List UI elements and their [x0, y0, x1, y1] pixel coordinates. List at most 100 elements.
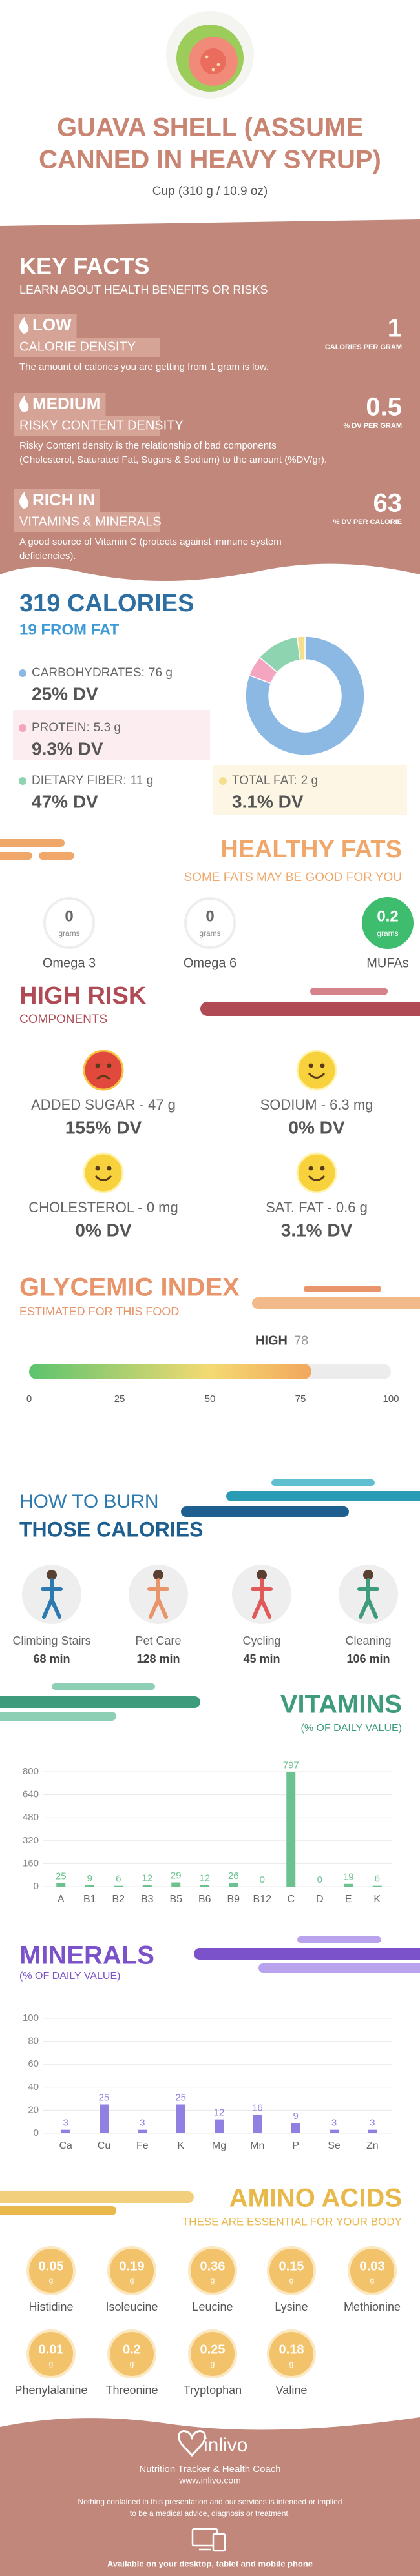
face-eye: [107, 1166, 112, 1171]
face-eye: [320, 1166, 325, 1171]
decor-stripes: [0, 2191, 194, 2215]
brand: inlivo: [204, 2435, 247, 2456]
nutrient-amount: 5.3 g: [94, 721, 121, 735]
bar: [61, 2129, 70, 2133]
value-label: 12: [199, 1872, 210, 1883]
face: [83, 1152, 124, 1193]
face-eye: [308, 1166, 313, 1171]
bar: [171, 1882, 181, 1887]
x-tick-label: Cu: [98, 2140, 110, 2151]
section-subtitle: (% OF DAILY VALUE): [301, 1723, 402, 1734]
legend-dot: [219, 777, 227, 785]
amino-unit: g: [211, 2276, 215, 2285]
protein-background: [13, 710, 210, 760]
url: www.inlivo.com: [178, 2475, 241, 2486]
x-tick-label: Zn: [366, 2140, 379, 2151]
amino-name: Phenylalanine: [14, 2384, 87, 2397]
fat-value: 0.2: [377, 908, 398, 925]
value-label: 25: [56, 1871, 67, 1881]
y-tick-label: 80: [28, 2036, 39, 2047]
bar: [114, 1885, 123, 1887]
section-title: HOW TO BURN: [19, 1491, 159, 1512]
fact-description: The amount of calories you are getting f…: [19, 361, 269, 372]
x-tick-label: B5: [169, 1894, 182, 1905]
footer-background: [0, 2417, 420, 2576]
value-label: 16: [252, 2102, 263, 2113]
amino-name: Valine: [276, 2384, 308, 2397]
amino-value: 0.36: [200, 2259, 226, 2273]
amino-circle: [188, 2329, 237, 2378]
disclaimer: Nothing contained in this presentation a…: [78, 2497, 342, 2506]
value-label: 3: [63, 2118, 68, 2129]
fact-value: 0.5: [366, 393, 402, 421]
level-icon: [19, 396, 29, 412]
decor-stripes: [181, 1479, 420, 1517]
x-tick-label: B12: [253, 1894, 272, 1905]
nutrient-name: PROTEIN:: [32, 721, 90, 735]
y-tick-label: 800: [23, 1766, 39, 1777]
fat-unit: grams: [199, 929, 220, 938]
x-tick-label: 0: [26, 1394, 32, 1405]
legend-dot: [19, 777, 26, 785]
glycemic-gauge: HIGH 78 0 25 50 75 100: [26, 1334, 399, 1405]
section-title: THOSE CALORIES: [19, 1517, 203, 1541]
amino-name: Tryptophan: [184, 2384, 242, 2397]
face-eye: [308, 1063, 313, 1068]
face-eye: [107, 1063, 112, 1068]
nutrient-amount: 76 g: [149, 666, 173, 680]
fact-name: VITAMINS & MINERALS: [19, 514, 162, 529]
amino-value: 0.18: [279, 2342, 304, 2357]
fat-name: Omega 6: [184, 956, 236, 970]
amino-circle: [188, 2246, 237, 2295]
activity-figure: [41, 1578, 63, 1619]
gauge-value: 78: [294, 1334, 308, 1348]
amino-value: 0.01: [39, 2342, 64, 2357]
amino-value: 0.2: [123, 2342, 141, 2357]
amino-circle: [267, 2329, 316, 2378]
risk-dv: 0% DV: [75, 1220, 131, 1240]
x-tick-label: Mn: [250, 2140, 264, 2151]
x-tick-label: B1: [83, 1894, 96, 1905]
x-tick-label: K: [373, 1894, 381, 1905]
face: [296, 1152, 337, 1193]
value-label: 3: [331, 2118, 337, 2129]
key-facts-background: [0, 219, 420, 581]
nutrient-dv: 9.3% DV: [32, 738, 103, 758]
value-label: 3: [370, 2118, 375, 2129]
bar: [253, 2115, 262, 2133]
nutrient-name: DIETARY FIBER:: [32, 774, 127, 787]
fact-description: Risky Content density is the relationshi…: [19, 440, 277, 451]
donut-segment: [296, 636, 306, 661]
tagline: Nutrition Tracker & Health Coach: [139, 2464, 280, 2475]
activity-time: 106 min: [346, 1652, 390, 1665]
nutrient-dv: 47% DV: [32, 791, 98, 811]
amino-circle: [107, 2329, 156, 2378]
level: LOW: [32, 315, 72, 334]
face-mouth: [96, 1075, 111, 1080]
y-tick-label: 0: [34, 1881, 39, 1892]
amino-unit: g: [130, 2359, 134, 2368]
amino-name: Threonine: [105, 2384, 158, 2397]
section-title: VITAMINS: [280, 1690, 402, 1719]
x-tick-label: B2: [112, 1894, 125, 1905]
section-title: KEY FACTS: [19, 253, 149, 279]
section-title: AMINO ACIDS: [229, 2184, 402, 2213]
fat-circle: [184, 897, 236, 949]
face-eye: [95, 1166, 100, 1171]
macro-chart: CARBOHYDRATES: 76 g 25% DV PROTEIN: 5.3 g 9.3…: [19, 636, 365, 811]
value-label: 0: [317, 1874, 322, 1885]
value-label: 25: [99, 2092, 110, 2103]
y-tick-label: 20: [28, 2104, 39, 2115]
risk-dv: 155% DV: [65, 1117, 142, 1137]
amino-circle: [26, 2246, 76, 2295]
activity-head: [47, 1570, 57, 1580]
value-label: 797: [283, 1760, 299, 1771]
risk-dv: 0% DV: [288, 1117, 344, 1137]
bar: [176, 2104, 185, 2133]
title: CANNED IN HEAVY SYRUP): [39, 146, 381, 174]
calories-subtitle: 19 FROM FAT: [19, 621, 120, 638]
fat-name: Omega 3: [43, 956, 96, 970]
disclaimer: to be a medical advice, diagnosis or tre…: [130, 2509, 290, 2518]
nutrient-name: TOTAL FAT:: [232, 774, 297, 787]
